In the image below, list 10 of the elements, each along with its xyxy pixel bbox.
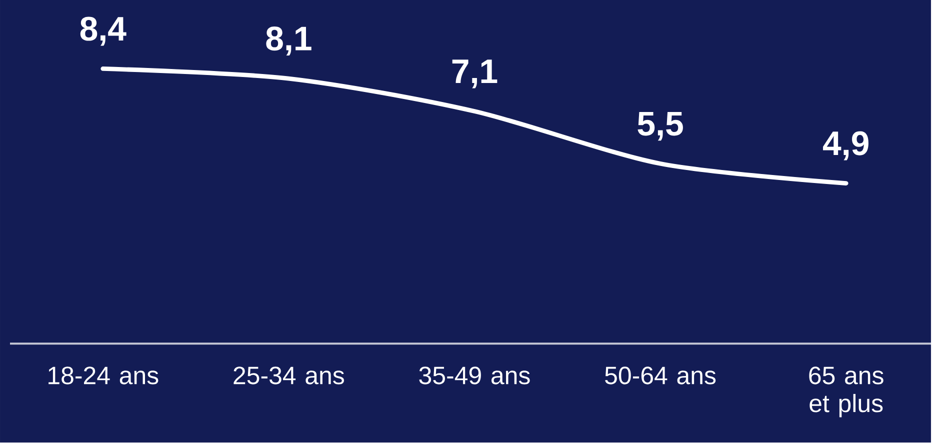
x-tick-label: 35-49 ans [419, 366, 530, 385]
data-label: 8,1 [266, 26, 312, 56]
data-label: 4,9 [822, 132, 868, 160]
x-tick-label: 18-24 ans [48, 366, 158, 385]
data-label: 5,5 [638, 112, 683, 141]
x-tick-label: 25-34 ans [234, 366, 344, 385]
x-tick-label: 65 ans et plus [809, 366, 884, 418]
data-label: 8,4 [80, 16, 126, 46]
x-tick-label: 50-64 ans [605, 366, 716, 385]
data-label: 7,1 [452, 60, 498, 88]
